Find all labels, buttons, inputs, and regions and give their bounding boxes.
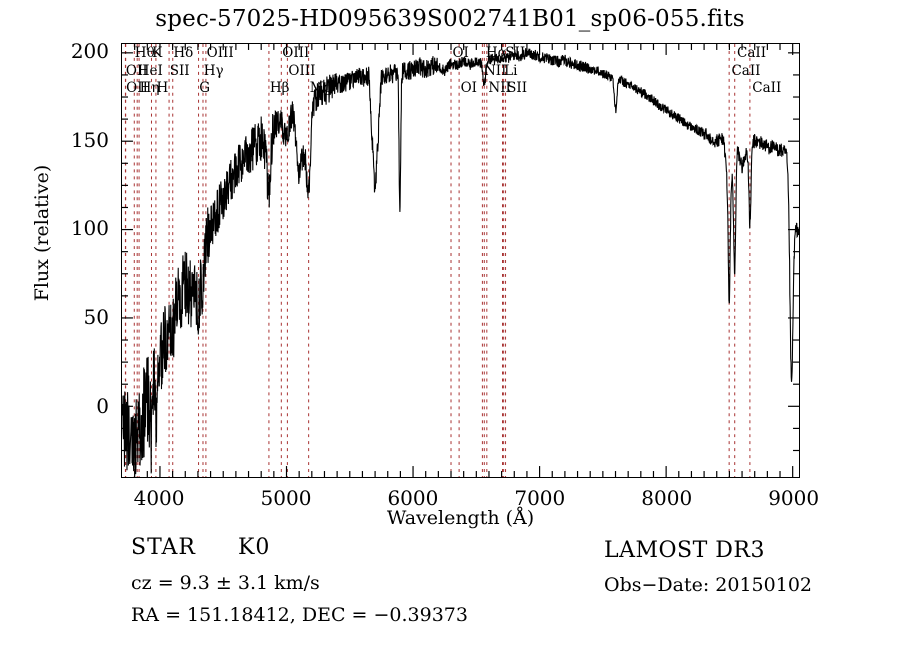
x-tick-label: 6000 bbox=[387, 486, 439, 510]
spectral-line-label: Hγ bbox=[203, 63, 224, 79]
spectral-line-label: H bbox=[156, 80, 169, 96]
spectral-line-label: CaII bbox=[731, 63, 761, 79]
spectrum-plot-frame bbox=[121, 43, 800, 478]
spectral-line-label: OII bbox=[126, 80, 148, 96]
spectral-line-label: Mg bbox=[309, 80, 333, 96]
object-class-label: STAR K0 bbox=[131, 535, 270, 560]
spectral-line-label: Hβ bbox=[269, 80, 290, 96]
survey-label: LAMOST DR3 bbox=[604, 538, 765, 563]
spectral-line-label: SII bbox=[507, 80, 528, 96]
object-class: STAR bbox=[131, 535, 196, 560]
y-tick-label: 50 bbox=[83, 305, 109, 330]
axis-ticks bbox=[122, 44, 799, 477]
spectral-line-label: HeI bbox=[137, 63, 163, 79]
spectral-line-label: CaII bbox=[737, 45, 767, 61]
x-tick-label: 7000 bbox=[514, 486, 566, 510]
spectral-line-label: SII bbox=[505, 45, 526, 61]
object-subclass: K0 bbox=[238, 535, 271, 560]
radial-velocity: cz = 9.3 ± 3.1 km/s bbox=[131, 572, 320, 594]
y-tick-label: 200 bbox=[70, 38, 109, 63]
spectral-line-label: SII bbox=[169, 63, 190, 79]
spectral-line-label: Hη bbox=[139, 80, 160, 96]
observation-date: Obs−Date: 20150102 bbox=[604, 574, 812, 596]
spectral-line-label: OIII bbox=[288, 63, 316, 79]
spectrum-canvas bbox=[122, 44, 799, 477]
y-tick-label: 150 bbox=[70, 127, 109, 152]
spectral-line-label: OIII bbox=[206, 45, 234, 61]
spectrum-curve bbox=[122, 48, 799, 475]
spectral-line-label: NII bbox=[483, 63, 507, 79]
spectral-line-markers bbox=[124, 44, 751, 477]
spectral-line-label: OI bbox=[452, 45, 469, 61]
spectral-line-label: NII bbox=[488, 80, 511, 96]
spectral-line-label: K bbox=[152, 45, 163, 61]
spectral-line-label: G bbox=[199, 80, 211, 96]
x-axis-label: Wavelength (Å) bbox=[386, 507, 535, 529]
y-tick-label: 0 bbox=[96, 393, 109, 418]
spectral-line-label: Hα bbox=[485, 45, 507, 61]
spectral-line-label: OIII bbox=[282, 45, 310, 61]
spectral-line-label: CaII bbox=[752, 80, 782, 96]
spectral-line-label: Li bbox=[504, 63, 518, 79]
y-tick-label: 100 bbox=[70, 216, 109, 241]
spectral-line-label: Hθ bbox=[134, 45, 155, 61]
x-tick-label: 4000 bbox=[133, 486, 185, 510]
page-title: spec-57025-HD095639S002741B01_sp06-055.f… bbox=[155, 6, 745, 32]
y-axis-label: Flux (relative) bbox=[31, 164, 53, 302]
coordinates: RA = 151.18412, DEC = −0.39373 bbox=[131, 604, 468, 626]
spectral-line-label: OII bbox=[125, 63, 148, 79]
x-tick-label: 5000 bbox=[260, 486, 312, 510]
spectral-line-label: Hδ bbox=[173, 45, 194, 61]
spectral-line-label: OI bbox=[460, 80, 477, 96]
x-tick-label: 9000 bbox=[768, 486, 820, 510]
x-tick-label: 8000 bbox=[641, 486, 693, 510]
